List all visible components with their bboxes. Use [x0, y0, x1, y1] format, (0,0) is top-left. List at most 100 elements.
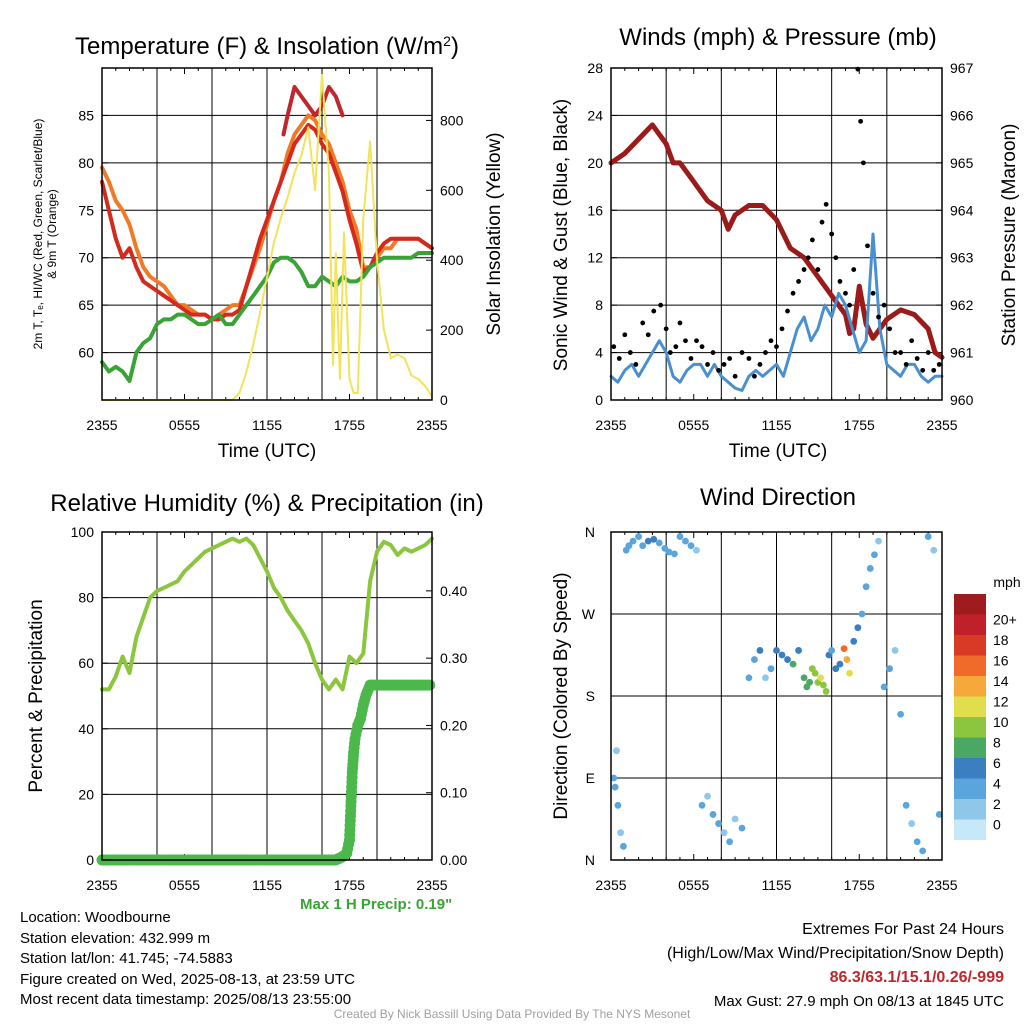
- y-tick-label-right: 0.20: [440, 717, 467, 733]
- y-tick-label: 16: [587, 202, 603, 218]
- temperature-series-line: [101, 74, 433, 401]
- y-tick-label: 24: [587, 107, 603, 123]
- y-tick-label: 70: [78, 250, 94, 266]
- gust-point: [640, 320, 646, 326]
- x-tick-label: 2355: [86, 877, 117, 893]
- direction-point: [635, 533, 642, 540]
- direction-point: [806, 678, 813, 686]
- direction-point: [720, 829, 728, 837]
- x-tick-label: 2355: [416, 417, 447, 433]
- y-tick-label: 8: [595, 297, 603, 313]
- wind-series-line: [609, 232, 944, 392]
- gust-point: [851, 267, 857, 272]
- gust-point: [914, 356, 920, 361]
- gust-point: [763, 350, 768, 355]
- max-precip-note: Max 1 H Precip: 0.19": [300, 896, 453, 913]
- credit-text: Created By Nick Bassill Using Data Provi…: [333, 1007, 691, 1021]
- gust-point: [881, 302, 887, 308]
- direction-point: [617, 829, 625, 837]
- gust-point: [909, 338, 915, 344]
- extremes-title: Extremes For Past 24 Hours: [802, 921, 1004, 938]
- direction-point: [836, 660, 844, 668]
- direction-panel: Wind Direction Direction (Colored By Spe…: [551, 484, 1021, 820]
- gust-point: [710, 350, 716, 355]
- y-tick-label-right: 967: [950, 60, 974, 76]
- humidity-line: [100, 536, 434, 692]
- winds-xlabel: Time (UTC): [729, 441, 828, 462]
- gust-point: [843, 290, 848, 296]
- y-tick-label: 0: [86, 852, 94, 868]
- direction-point: [919, 847, 927, 855]
- gust-point: [892, 350, 898, 355]
- gust-point: [658, 302, 664, 308]
- direction-point: [902, 801, 910, 809]
- colorbar-label: 16: [993, 653, 1009, 669]
- direction-point: [897, 710, 905, 718]
- y-tick-label-right: 600: [440, 182, 464, 198]
- y-tick-label-right: 0.40: [440, 583, 467, 599]
- gust-point: [732, 373, 738, 379]
- temperature-ylabel-line1: 2m T, Tₑ, HI/WC (Red, Green, Scarlet/Blu…: [31, 119, 45, 350]
- direction-point: [620, 842, 627, 850]
- direction-point: [767, 665, 775, 673]
- humidity-ylabel: Percent & Precipitation: [26, 599, 47, 792]
- y-tick-label-right: 961: [950, 345, 974, 361]
- winds-ylabel-right: Station Pressure (Maroon): [999, 124, 1020, 347]
- direction-ylabel: Direction (Colored By Speed): [551, 572, 572, 819]
- gust-point: [616, 356, 622, 361]
- direction-point: [871, 551, 878, 559]
- gust-point: [865, 243, 870, 249]
- y-tick-label-right: 964: [950, 202, 974, 218]
- gust-point: [805, 255, 811, 261]
- gust-point: [815, 267, 821, 272]
- gust-point: [721, 362, 727, 367]
- direction-point: [650, 535, 658, 543]
- gust-point: [858, 118, 864, 124]
- temperature-series-line: [281, 85, 345, 137]
- x-tick-label: 0555: [169, 417, 200, 433]
- direction-point: [862, 583, 870, 591]
- direction-point: [751, 656, 758, 663]
- direction-point: [676, 533, 684, 540]
- direction-point: [687, 542, 695, 550]
- direction-tick-label: E: [586, 770, 595, 786]
- gust-point: [779, 326, 785, 332]
- gust-point: [829, 231, 835, 237]
- gust-point: [705, 362, 710, 367]
- x-tick-label: 2355: [926, 877, 957, 893]
- x-tick-label: 1755: [844, 417, 875, 433]
- y-tick-label: 65: [78, 297, 94, 313]
- x-tick-label: 1155: [761, 417, 791, 433]
- x-tick-label: 0555: [169, 877, 200, 893]
- direction-point: [698, 801, 706, 809]
- colorbar-label: 20+: [993, 612, 1017, 628]
- gust-point: [694, 338, 699, 344]
- direction-point: [858, 610, 866, 618]
- direction-point: [866, 565, 874, 572]
- gust-point: [774, 344, 779, 350]
- y-tick-label-right: 960: [950, 392, 974, 408]
- direction-point: [709, 811, 717, 818]
- direction-point: [671, 550, 678, 558]
- gust-point: [716, 367, 721, 373]
- colorbar-swatch: [954, 799, 986, 820]
- colorbar-swatch: [954, 635, 986, 656]
- direction-point: [840, 645, 848, 653]
- gust-point: [739, 350, 745, 355]
- y-tick-label-right: 0.30: [440, 650, 467, 666]
- winds-panel: Winds (mph) & Pressure (mb) Time (UTC) S…: [551, 24, 1020, 462]
- humidity-panel: Relative Humidity (%) & Precipitation (i…: [26, 490, 484, 793]
- direction-point: [644, 537, 652, 545]
- gust-point: [699, 344, 705, 350]
- direction-point: [726, 838, 734, 846]
- x-tick-label: 2355: [926, 417, 957, 433]
- y-tick-label: 80: [78, 155, 94, 171]
- gust-point: [837, 279, 843, 284]
- direction-point: [800, 674, 808, 682]
- temperature-xlabel: Time (UTC): [218, 441, 317, 462]
- direction-point: [846, 669, 853, 677]
- x-tick-label: 2355: [595, 417, 626, 433]
- extremes-box: Extremes For Past 24 Hours (High/Low/Max…: [667, 918, 1004, 1014]
- y-tick-label-right: 0.00: [440, 852, 467, 868]
- y-tick-label-right: 966: [950, 107, 974, 123]
